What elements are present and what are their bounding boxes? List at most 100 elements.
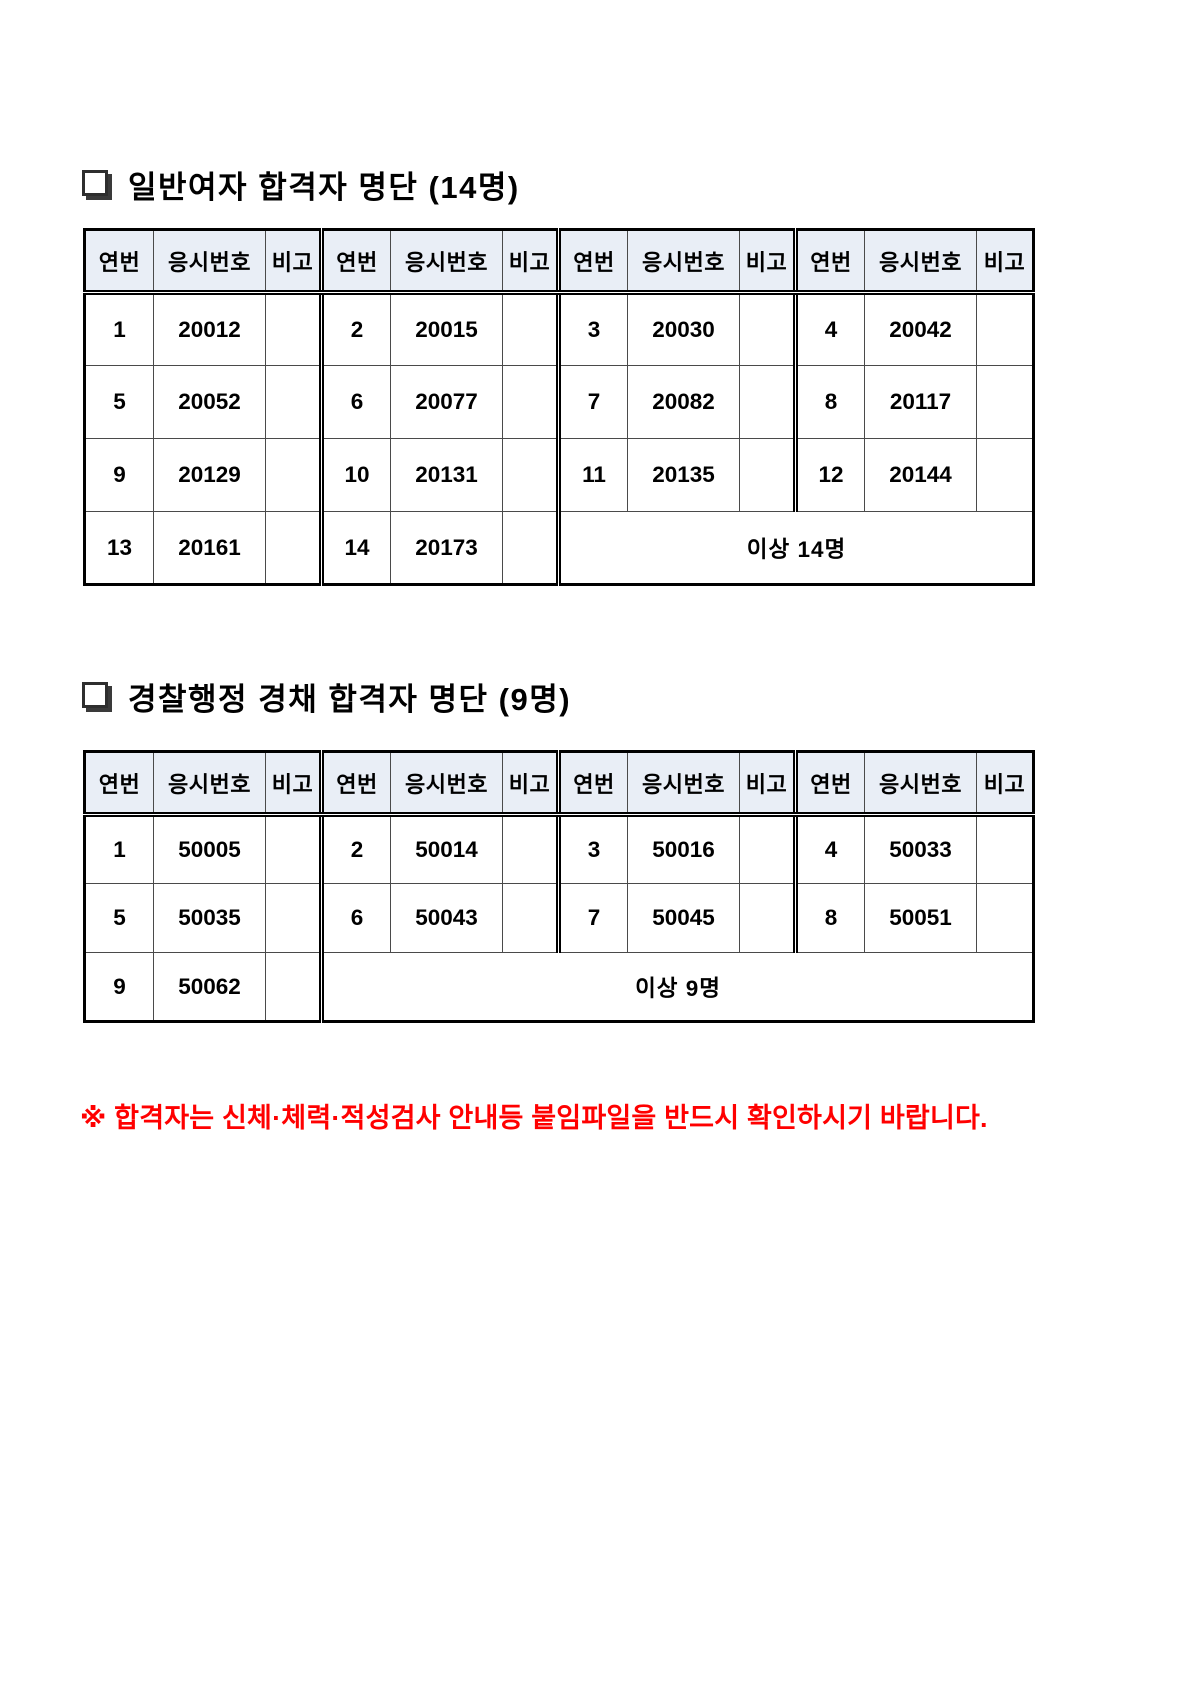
- remark-cell: [502, 511, 559, 585]
- header-cell-regno: 응시번호: [627, 229, 740, 295]
- remark-cell: [265, 511, 322, 585]
- seq-cell: 8: [793, 365, 865, 439]
- regno-cell: 50035: [153, 883, 266, 953]
- regno-cell: 20161: [153, 511, 266, 585]
- remark-cell: [976, 883, 1034, 953]
- seq-cell: 10: [319, 438, 391, 512]
- seq-cell: 1: [84, 814, 154, 884]
- square-bullet-icon: [82, 169, 108, 196]
- seq-cell: 8: [793, 883, 865, 953]
- remark-cell: [265, 883, 322, 953]
- seq-cell: 12: [793, 438, 865, 512]
- regno-cell: 20052: [153, 365, 266, 439]
- seq-cell: 1: [84, 292, 154, 366]
- notice-text: ※ 합격자는 신체·체력·적성검사 안내등 붙임파일을 반드시 확인하시기 바랍…: [80, 1103, 988, 1133]
- regno-cell: 20173: [390, 511, 503, 585]
- header-cell-regno: 응시번호: [864, 229, 977, 295]
- remark-cell: [502, 883, 559, 953]
- seq-cell: 7: [556, 883, 628, 953]
- table-row: 1 50005 2 50014 3 50016 4 50033: [84, 814, 1034, 884]
- seq-cell: 2: [319, 814, 391, 884]
- remark-cell: [976, 292, 1034, 366]
- remark-cell: [265, 292, 322, 366]
- regno-cell: 50033: [864, 814, 977, 884]
- remark-cell: [502, 814, 559, 884]
- police-admin-roster-table: 연번 응시번호 비고 연번 응시번호 비고 연번 응시번호 비고 연번 응시번호…: [83, 750, 1035, 1023]
- header-cell-seq: 연번: [793, 751, 865, 817]
- section-title-text: 경찰행정 경채 합격자 명단 (9명): [128, 682, 572, 717]
- remark-cell: [976, 438, 1034, 512]
- seq-cell: 6: [319, 365, 391, 439]
- remark-cell: [739, 438, 796, 512]
- section-title-general-women: 일반여자 합격자 명단 (14명): [82, 162, 520, 207]
- regno-cell: 50051: [864, 883, 977, 953]
- regno-cell: 50005: [153, 814, 266, 884]
- seq-cell: 4: [793, 814, 865, 884]
- header-cell-regno: 응시번호: [864, 751, 977, 817]
- header-cell-remark: 비고: [976, 229, 1034, 295]
- regno-cell: 20129: [153, 438, 266, 512]
- header-cell-remark: 비고: [502, 229, 559, 295]
- regno-cell: 50045: [627, 883, 740, 953]
- regno-cell: 20012: [153, 292, 266, 366]
- regno-cell: 20131: [390, 438, 503, 512]
- remark-cell: [739, 883, 796, 953]
- remark-cell: [265, 814, 322, 884]
- header-cell-remark: 비고: [265, 751, 322, 817]
- remark-cell: [976, 365, 1034, 439]
- header-cell-seq: 연번: [319, 229, 391, 295]
- remark-cell: [265, 952, 322, 1022]
- header-cell-remark: 비고: [739, 229, 796, 295]
- seq-cell: 3: [556, 814, 628, 884]
- table-row: 9 50062 이상 9명: [84, 952, 1034, 1022]
- regno-cell: 20077: [390, 365, 503, 439]
- header-cell-seq: 연번: [319, 751, 391, 817]
- header-cell-remark: 비고: [976, 751, 1034, 817]
- remark-cell: [502, 292, 559, 366]
- regno-cell: 50016: [627, 814, 740, 884]
- seq-cell: 3: [556, 292, 628, 366]
- table-row: 9 20129 10 20131 11 20135 12 20144: [84, 438, 1034, 512]
- table-header-row: 연번 응시번호 비고 연번 응시번호 비고 연번 응시번호 비고 연번 응시번호…: [84, 229, 1034, 295]
- header-cell-regno: 응시번호: [390, 229, 503, 295]
- remark-cell: [739, 292, 796, 366]
- remark-cell: [976, 814, 1034, 884]
- regno-cell: 20030: [627, 292, 740, 366]
- header-cell-seq: 연번: [556, 751, 628, 817]
- section-title-text: 일반여자 합격자 명단 (14명): [128, 170, 520, 205]
- remark-cell: [739, 814, 796, 884]
- remark-cell: [502, 365, 559, 439]
- header-cell-remark: 비고: [502, 751, 559, 817]
- table-row: 5 20052 6 20077 7 20082 8 20117: [84, 365, 1034, 439]
- summary-cell: 이상 14명: [556, 511, 1034, 585]
- section-title-police-admin: 경찰행정 경채 합격자 명단 (9명): [82, 674, 571, 719]
- regno-cell: 50062: [153, 952, 266, 1022]
- seq-cell: 13: [84, 511, 154, 585]
- square-bullet-icon: [82, 681, 108, 708]
- header-cell-remark: 비고: [265, 229, 322, 295]
- regno-cell: 20042: [864, 292, 977, 366]
- table-row: 1 20012 2 20015 3 20030 4 20042: [84, 292, 1034, 366]
- table-row: 5 50035 6 50043 7 50045 8 50051: [84, 883, 1034, 953]
- remark-cell: [502, 438, 559, 512]
- seq-cell: 5: [84, 883, 154, 953]
- seq-cell: 11: [556, 438, 628, 512]
- header-cell-regno: 응시번호: [627, 751, 740, 817]
- seq-cell: 9: [84, 952, 154, 1022]
- remark-cell: [739, 365, 796, 439]
- header-cell-seq: 연번: [556, 229, 628, 295]
- seq-cell: 6: [319, 883, 391, 953]
- regno-cell: 20082: [627, 365, 740, 439]
- header-cell-seq: 연번: [84, 751, 154, 817]
- header-cell-seq: 연번: [793, 229, 865, 295]
- regno-cell: 20135: [627, 438, 740, 512]
- remark-cell: [265, 438, 322, 512]
- header-cell-remark: 비고: [739, 751, 796, 817]
- header-cell-regno: 응시번호: [153, 229, 266, 295]
- seq-cell: 5: [84, 365, 154, 439]
- general-women-roster-table: 연번 응시번호 비고 연번 응시번호 비고 연번 응시번호 비고 연번 응시번호…: [83, 228, 1035, 586]
- summary-cell: 이상 9명: [319, 952, 1034, 1022]
- regno-cell: 50014: [390, 814, 503, 884]
- header-cell-seq: 연번: [84, 229, 154, 295]
- seq-cell: 4: [793, 292, 865, 366]
